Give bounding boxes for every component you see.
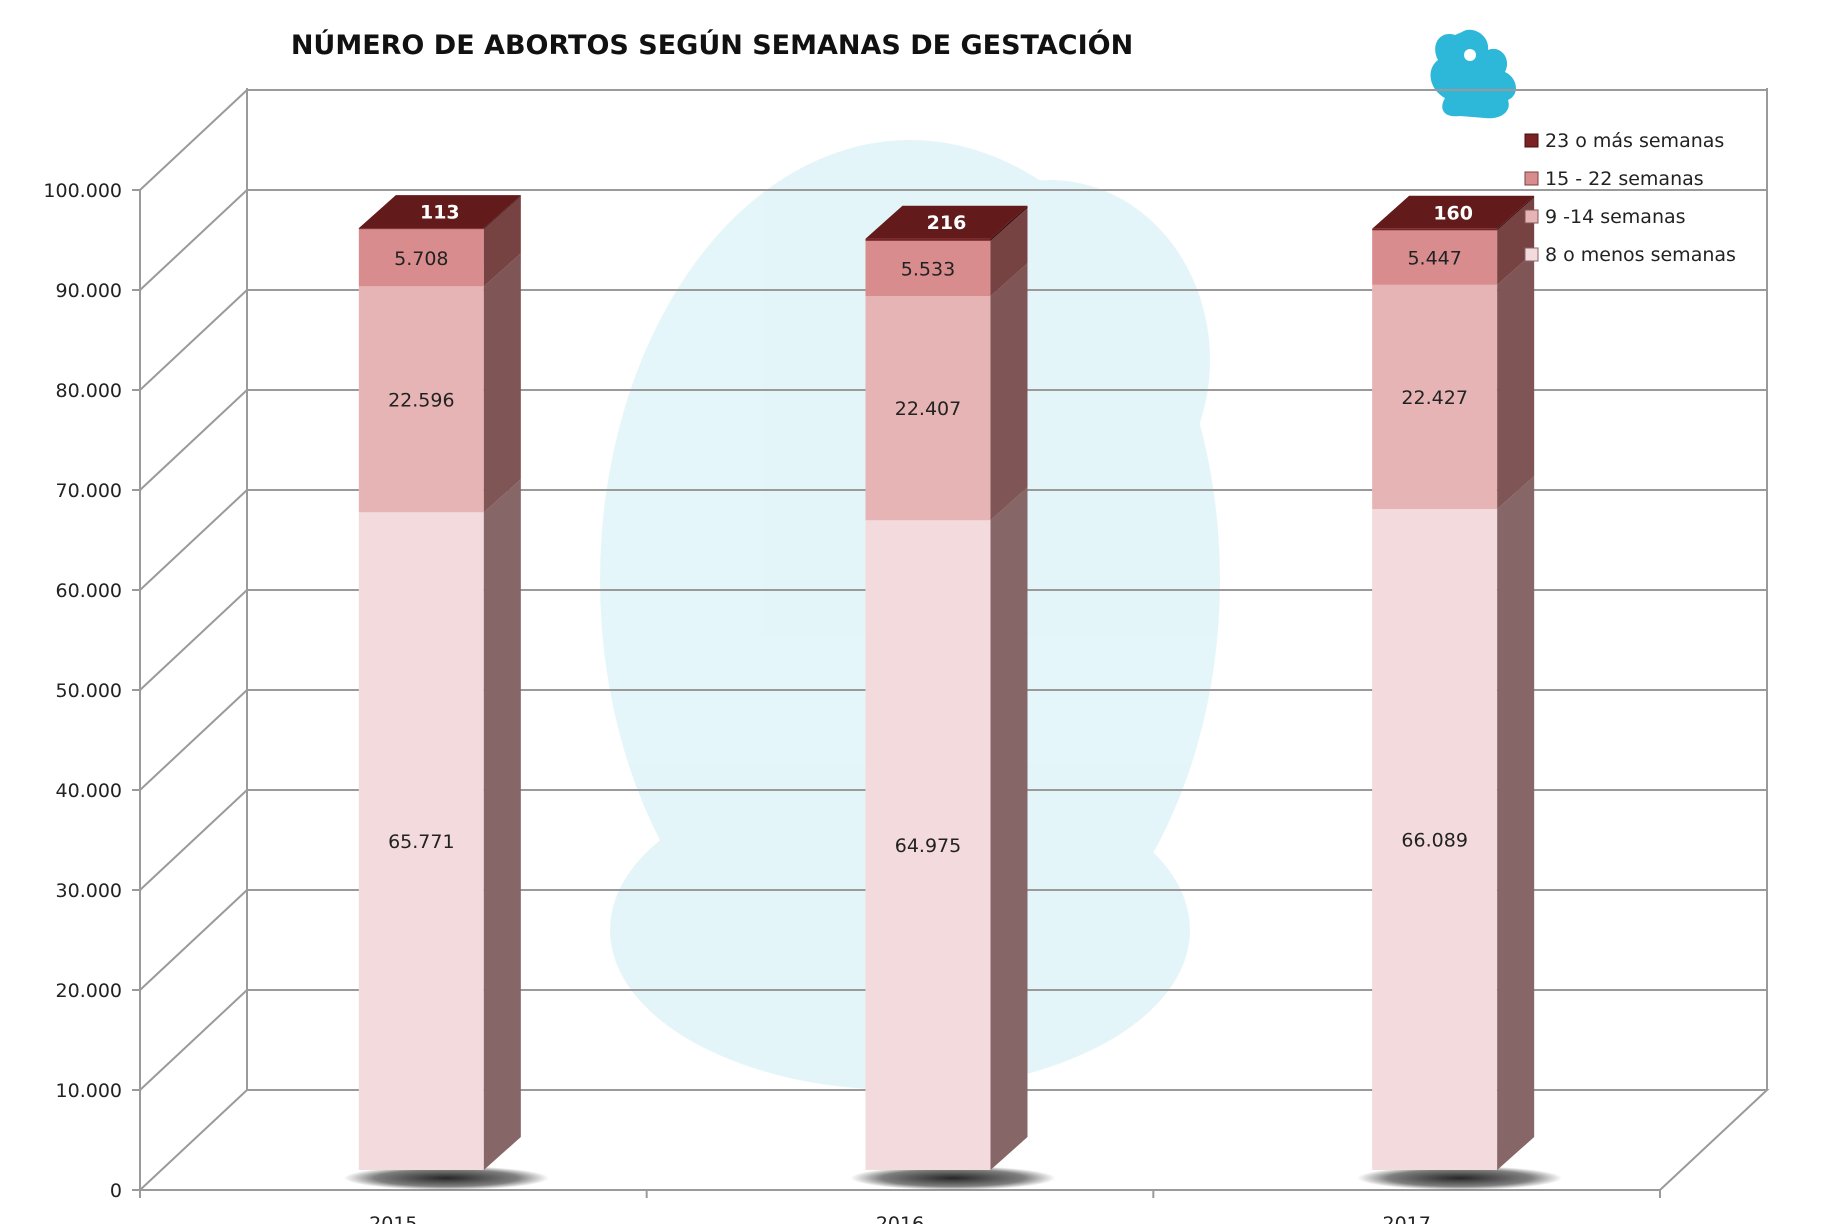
legend-label: 23 o más semanas (1545, 130, 1724, 152)
x-tick-label: 2016 (876, 1213, 924, 1224)
legend-item: 9 -14 semanas (1524, 206, 1686, 228)
chart-title: NÚMERO DE ABORTOS SEGÚN SEMANAS DE GESTA… (291, 29, 1133, 61)
legend-label: 9 -14 semanas (1545, 206, 1686, 228)
side-gridline (139, 589, 248, 691)
bar-stack-2015: 65.771 22.596 5.708 113 (343, 195, 549, 1190)
side-gridline (139, 489, 248, 591)
y-tick-label: 70.000 (56, 480, 122, 502)
bar-segment-side (483, 195, 521, 230)
bar-segment-top (358, 195, 521, 229)
side-gridline (139, 789, 248, 891)
bar-segment-side (1497, 251, 1535, 510)
data-label: 5.708 (394, 248, 448, 270)
data-label: 65.771 (388, 831, 454, 853)
bar-segment-side (483, 196, 521, 287)
x-tick-label: 2017 (1382, 1213, 1430, 1224)
data-label: 160 (1433, 202, 1473, 224)
legend-swatch (1524, 247, 1539, 262)
bar-segment (865, 238, 991, 241)
side-gridline (139, 989, 248, 1091)
legend-label: 8 o menos semanas (1545, 244, 1736, 266)
bar-segment-side (990, 263, 1028, 521)
bar-segment-top (865, 205, 1028, 239)
bar-segment (865, 296, 991, 521)
y-tick-label: 80.000 (56, 380, 122, 402)
side-gridline (139, 189, 248, 291)
data-label: 22.427 (1401, 387, 1467, 409)
bar-segment (865, 240, 991, 297)
data-label: 5.447 (1407, 248, 1461, 270)
bar-segment-side (483, 479, 521, 1170)
legend-swatch (1524, 209, 1539, 224)
y-tick-label: 100.000 (43, 180, 122, 202)
eagle-logo-icon (1430, 29, 1516, 119)
bar-segment (358, 512, 484, 1170)
side-gridline (139, 89, 248, 191)
bar-segment (358, 228, 484, 230)
data-label: 64.975 (895, 835, 961, 857)
legend-item: 8 o menos semanas (1524, 244, 1736, 266)
bar-segment (1372, 284, 1498, 510)
y-tick-label: 10.000 (56, 1080, 122, 1102)
y-tick-label: 40.000 (56, 780, 122, 802)
legend-swatch (1524, 133, 1539, 148)
legend-item: 15 - 22 semanas (1524, 168, 1704, 190)
data-label: 66.089 (1401, 830, 1467, 852)
y-tick-label: 50.000 (56, 680, 122, 702)
data-label: 5.533 (901, 259, 955, 281)
x-tick-label: 2015 (369, 1213, 417, 1224)
y-tick-label: 20.000 (56, 980, 122, 1002)
legend-label: 15 - 22 semanas (1545, 168, 1704, 190)
chart-bars: 65.771 22.596 5.708 113 64.975 22.407 5.533 216… (343, 195, 1563, 1190)
bar-segment-side (990, 487, 1028, 1170)
chart-legend: 23 o más semanas 15 - 22 semanas 9 -14 sem… (1524, 130, 1736, 266)
y-tick-label: 60.000 (56, 580, 122, 602)
bar-segment-side (990, 205, 1028, 241)
side-gridline (139, 889, 248, 991)
bar-stack-2017: 66.089 22.427 5.447 160 (1357, 195, 1563, 1190)
bar-segment (358, 286, 484, 513)
side-gridline (139, 389, 248, 491)
data-label: 22.407 (895, 398, 961, 420)
side-gridline (139, 689, 248, 791)
bar-segment (1372, 228, 1498, 231)
bar-segment-side (483, 253, 521, 513)
legend-item: 23 o más semanas (1524, 130, 1724, 152)
side-gridline (139, 289, 248, 391)
bar-stack-2016: 64.975 22.407 5.533 216 (850, 205, 1056, 1190)
bar-segment (358, 229, 484, 287)
bar-segment (1372, 509, 1498, 1170)
data-label: 216 (927, 212, 967, 234)
data-label: 113 (420, 202, 460, 224)
bar-segment-side (1497, 476, 1535, 1170)
bar-segment-side (1497, 195, 1535, 231)
y-tick-label: 30.000 (56, 880, 122, 902)
bar-segment (865, 520, 991, 1170)
bar-shadow (343, 1166, 549, 1190)
data-label: 22.596 (388, 389, 454, 411)
bar-shadow (850, 1166, 1056, 1190)
legend-swatch (1524, 171, 1539, 186)
bar-shadow (1357, 1166, 1563, 1190)
y-tick-label: 90.000 (56, 280, 122, 302)
bar-segment (1372, 230, 1498, 285)
y-tick-label: 0 (110, 1180, 122, 1202)
bar-segment-side (990, 207, 1028, 297)
bar-segment-top (1372, 195, 1535, 229)
